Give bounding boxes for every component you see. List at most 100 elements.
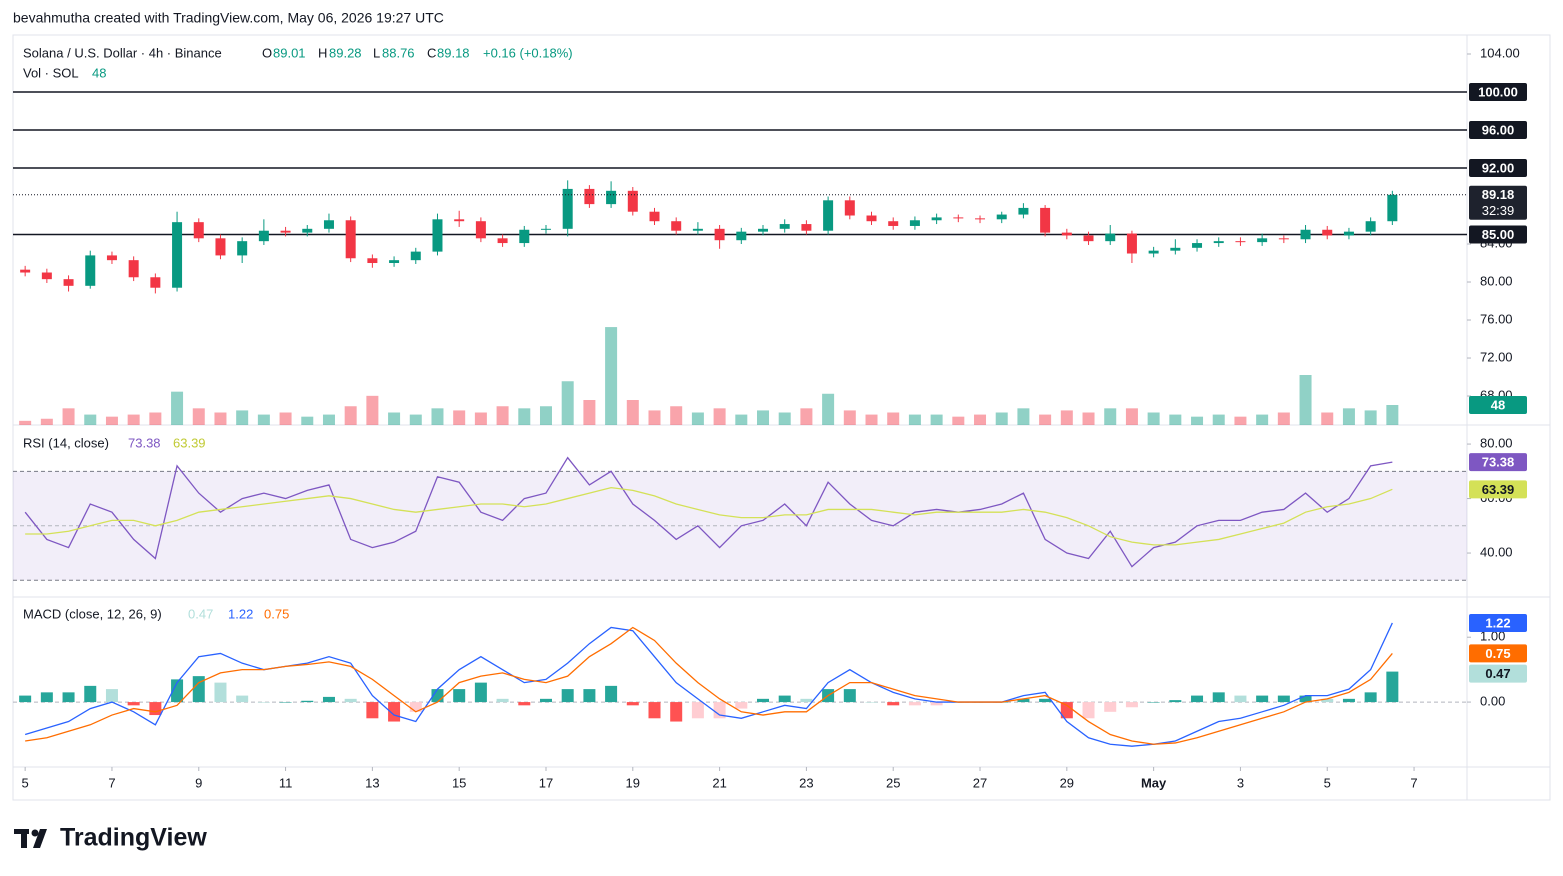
volume-bar — [1169, 414, 1182, 425]
x-tick-label: 5 — [22, 775, 29, 790]
candle-body — [1300, 229, 1311, 240]
histogram-bar — [344, 698, 357, 703]
histogram-bar — [1364, 692, 1377, 703]
histogram-bar — [322, 696, 335, 703]
histogram-bar — [670, 702, 683, 722]
legend-high: 89.28 — [329, 45, 362, 60]
candle-body — [671, 221, 682, 231]
candle-body — [627, 190, 638, 212]
x-tick-label: 25 — [886, 775, 900, 790]
histogram-bar — [214, 682, 227, 703]
histogram-bar — [605, 685, 618, 703]
histogram-bar — [908, 702, 921, 706]
candle-body — [345, 220, 356, 259]
x-tick-label: 13 — [365, 775, 379, 790]
rsi-value-box — [1469, 453, 1527, 472]
histogram-bar — [1125, 702, 1138, 708]
histogram-bar — [1104, 702, 1117, 712]
hline-label: 96.00 — [1482, 122, 1515, 137]
histogram-bar — [648, 702, 661, 719]
volume-bar — [648, 410, 661, 425]
volume-bar — [887, 412, 900, 425]
volume-bar — [496, 406, 509, 425]
volume-bar — [952, 416, 965, 425]
macd-title: MACD (close, 12, 26, 9) — [23, 606, 162, 621]
candle-body — [1018, 207, 1029, 215]
candle-body — [714, 228, 725, 241]
volume-bar — [409, 414, 422, 425]
volume-bar — [388, 412, 401, 425]
candle-body — [692, 228, 703, 231]
candle-body — [1257, 238, 1268, 243]
histogram-bar — [865, 702, 878, 703]
logo-part — [33, 829, 47, 848]
candle-body — [1213, 241, 1224, 244]
histogram-bar — [800, 698, 813, 703]
candle-body — [410, 251, 421, 261]
candle-body — [584, 188, 595, 205]
hline-label: 100.00 — [1478, 84, 1518, 99]
x-tick-label: 7 — [1410, 775, 1417, 790]
y-tick-label: 80.00 — [1480, 436, 1513, 451]
volume-bar — [713, 408, 726, 425]
volume-bar — [735, 414, 748, 425]
logo-icon — [14, 829, 47, 848]
macd-value: 1.22 — [1485, 615, 1510, 630]
volume-bar — [691, 412, 704, 425]
volume-bar — [908, 414, 921, 425]
histogram-bar — [518, 702, 531, 706]
histogram-bar — [1060, 702, 1073, 719]
hline-label-box — [1469, 225, 1527, 244]
candle-body — [1343, 231, 1354, 236]
candle-body — [1322, 229, 1333, 236]
hline-label: 85.00 — [1482, 227, 1515, 242]
candle-body — [85, 255, 96, 286]
macd-line — [25, 626, 1393, 745]
volume-bar — [301, 416, 314, 425]
candle-body — [302, 228, 313, 233]
hist-value-box — [1469, 664, 1527, 683]
volume-bar — [1234, 416, 1247, 425]
histogram-bar — [388, 702, 401, 722]
x-tick-label: 7 — [108, 775, 115, 790]
candle-body — [1148, 250, 1159, 254]
volume-bar — [1342, 408, 1355, 425]
candle-body — [996, 214, 1007, 220]
histogram-bar — [930, 702, 943, 706]
histogram-bar — [1299, 695, 1312, 703]
histogram-bar — [691, 702, 704, 719]
candle-body — [1061, 232, 1072, 236]
legend-low: 88.76 — [382, 45, 415, 60]
candle-body — [1170, 247, 1181, 251]
volume-bar — [431, 408, 444, 425]
candle-body — [1105, 233, 1116, 242]
candle-body — [1387, 194, 1398, 222]
candle-body — [323, 220, 334, 229]
y-tick-label: 80.00 — [1480, 273, 1513, 288]
volume-bar — [344, 406, 357, 425]
candle-body — [258, 230, 269, 242]
volume-value-box — [1469, 396, 1527, 414]
histogram-bar — [171, 679, 184, 703]
volume-bar — [626, 400, 639, 425]
candle-body — [215, 238, 226, 256]
candle-body — [41, 272, 52, 280]
histogram-bar — [301, 700, 314, 703]
hline-label-box — [1469, 159, 1527, 178]
x-tick-label: 5 — [1324, 775, 1331, 790]
volume-bar — [366, 395, 379, 425]
candle-body — [454, 219, 465, 222]
hist-value: 0.47 — [1485, 666, 1510, 681]
candle-body — [540, 228, 551, 230]
histogram-bar — [539, 698, 552, 703]
histogram-bar — [1386, 671, 1399, 703]
volume-bar — [453, 410, 466, 425]
y-tick-label: 1.00 — [1480, 629, 1505, 644]
candle-body — [20, 269, 31, 273]
y-tick-label: 104.00 — [1480, 45, 1520, 60]
hline-label: 92.00 — [1482, 160, 1515, 175]
candle-body — [1192, 243, 1203, 248]
candle-body — [106, 255, 117, 261]
volume-bar — [822, 393, 835, 425]
volume-bar — [843, 410, 856, 425]
